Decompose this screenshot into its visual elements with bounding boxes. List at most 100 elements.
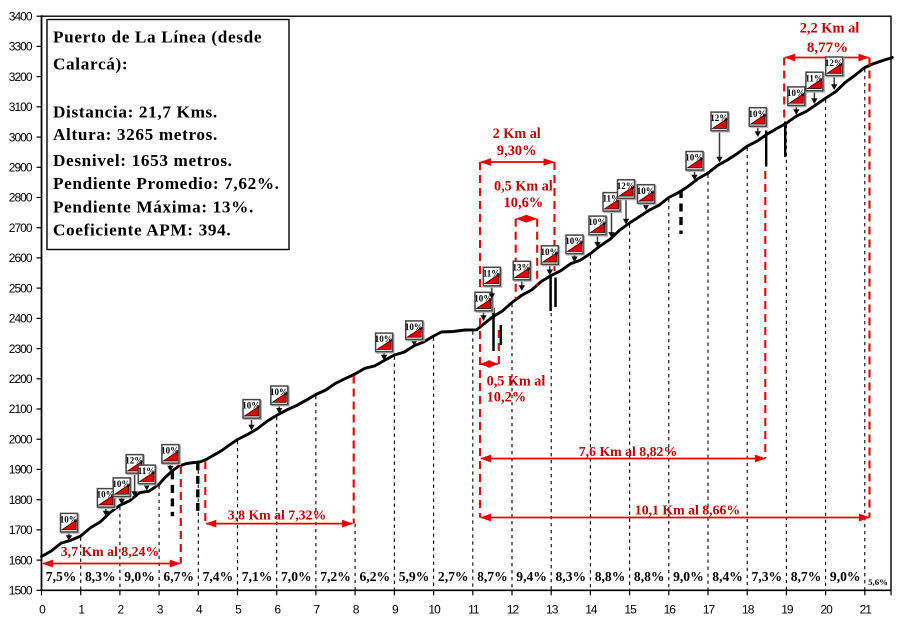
svg-text:16: 16 [664, 603, 677, 617]
svg-text:Pendiente Promedio: 7,62%.: Pendiente Promedio: 7,62%. [53, 174, 280, 193]
svg-text:10%: 10% [588, 217, 606, 227]
svg-text:10%: 10% [405, 322, 423, 332]
svg-text:19: 19 [781, 603, 794, 617]
svg-text:9,0%: 9,0% [124, 569, 155, 584]
svg-text:Calarcá):: Calarcá): [53, 55, 128, 74]
svg-text:11: 11 [468, 603, 480, 617]
svg-text:12%: 12% [710, 113, 728, 123]
svg-text:9,0%: 9,0% [830, 569, 861, 584]
svg-text:2 Km al: 2 Km al [493, 126, 541, 142]
svg-text:2,2 Km al: 2,2 Km al [800, 20, 860, 36]
svg-text:3400: 3400 [9, 9, 33, 23]
svg-text:10%: 10% [270, 387, 288, 397]
svg-text:9: 9 [392, 603, 399, 617]
svg-text:3,7 Km al 8,24%: 3,7 Km al 8,24% [61, 544, 160, 559]
svg-text:11%: 11% [602, 194, 620, 204]
svg-text:10%: 10% [112, 479, 130, 489]
svg-text:10,2%: 10,2% [487, 390, 527, 406]
svg-text:13%: 13% [513, 262, 531, 272]
svg-text:3100: 3100 [9, 100, 33, 114]
svg-text:2800: 2800 [9, 191, 33, 205]
svg-text:1500: 1500 [9, 584, 33, 598]
svg-text:3200: 3200 [9, 70, 33, 84]
svg-text:3,8 Km al 7,32%: 3,8 Km al 7,32% [228, 507, 327, 522]
svg-text:8: 8 [353, 603, 360, 617]
svg-text:14: 14 [585, 603, 598, 617]
svg-text:10%: 10% [749, 109, 767, 119]
svg-text:5,6%: 5,6% [868, 577, 888, 587]
svg-text:2000: 2000 [9, 432, 33, 446]
svg-text:7,6 Km al 8,82%: 7,6 Km al 8,82% [579, 444, 678, 459]
svg-text:8,77%: 8,77% [807, 40, 848, 56]
svg-text:8,8%: 8,8% [595, 569, 626, 584]
svg-text:10%: 10% [474, 293, 492, 303]
svg-text:5: 5 [235, 603, 242, 617]
svg-text:3000: 3000 [9, 130, 33, 144]
svg-text:7,2%: 7,2% [320, 569, 351, 584]
svg-text:Pendiente Máxima: 13%.: Pendiente Máxima: 13%. [53, 198, 254, 217]
svg-text:10%: 10% [161, 446, 179, 456]
svg-text:2600: 2600 [9, 251, 33, 265]
svg-text:9,30%: 9,30% [497, 143, 537, 159]
svg-text:0,5 Km al: 0,5 Km al [487, 373, 546, 389]
svg-text:17: 17 [703, 603, 716, 617]
svg-text:2300: 2300 [9, 342, 33, 356]
svg-text:15: 15 [624, 603, 637, 617]
svg-text:8,7%: 8,7% [791, 569, 822, 584]
svg-text:1800: 1800 [9, 493, 33, 507]
svg-text:1700: 1700 [9, 523, 33, 537]
svg-text:7,0%: 7,0% [281, 569, 312, 584]
svg-text:5,9%: 5,9% [399, 569, 430, 584]
svg-text:7: 7 [314, 603, 321, 617]
svg-text:10%: 10% [787, 88, 805, 98]
svg-text:4: 4 [196, 603, 203, 617]
svg-text:7,1%: 7,1% [242, 569, 273, 584]
svg-text:1900: 1900 [9, 463, 33, 477]
svg-text:10: 10 [428, 603, 441, 617]
svg-text:13: 13 [546, 603, 559, 617]
svg-text:Altura: 3265 metros.: Altura: 3265 metros. [53, 125, 218, 144]
svg-text:12%: 12% [825, 58, 843, 68]
svg-text:0,5 Km al: 0,5 Km al [494, 178, 553, 194]
svg-text:8,7%: 8,7% [477, 569, 508, 584]
svg-text:8,8%: 8,8% [634, 569, 665, 584]
svg-text:6: 6 [274, 603, 281, 617]
svg-text:6,7%: 6,7% [163, 569, 194, 584]
svg-text:7,5%: 7,5% [46, 569, 77, 584]
svg-text:Distancia: 21,7 Kms.: Distancia: 21,7 Kms. [53, 102, 218, 121]
svg-text:10%: 10% [637, 186, 655, 196]
svg-text:7,3%: 7,3% [752, 569, 783, 584]
svg-text:2,7%: 2,7% [438, 569, 469, 584]
svg-text:10%: 10% [60, 515, 78, 525]
svg-text:Puerto de La Línea (desde: Puerto de La Línea (desde [53, 28, 262, 47]
svg-text:2500: 2500 [9, 281, 33, 295]
svg-text:11%: 11% [805, 73, 823, 83]
svg-text:6,2%: 6,2% [360, 569, 391, 584]
svg-text:Desnivel: 1653 metros.: Desnivel: 1653 metros. [53, 151, 233, 170]
svg-text:10%: 10% [375, 334, 393, 344]
svg-text:10,6%: 10,6% [504, 195, 544, 211]
svg-text:2: 2 [118, 603, 125, 617]
svg-text:3300: 3300 [9, 40, 33, 54]
svg-text:10%: 10% [97, 490, 115, 500]
svg-text:21: 21 [860, 603, 873, 617]
svg-text:10%: 10% [565, 236, 583, 246]
svg-text:10%: 10% [685, 153, 703, 163]
svg-text:8,3%: 8,3% [556, 569, 587, 584]
svg-text:2700: 2700 [9, 221, 33, 235]
svg-text:7,4%: 7,4% [203, 569, 234, 584]
svg-text:3: 3 [157, 603, 164, 617]
svg-text:9,4%: 9,4% [516, 569, 547, 584]
svg-text:10%: 10% [242, 401, 260, 411]
svg-text:0: 0 [39, 603, 46, 617]
svg-text:9,0%: 9,0% [673, 569, 704, 584]
svg-text:Coeficiente APM: 394.: Coeficiente APM: 394. [53, 221, 231, 240]
svg-text:18: 18 [742, 603, 755, 617]
svg-text:1600: 1600 [9, 553, 33, 567]
svg-text:8,3%: 8,3% [85, 569, 116, 584]
svg-text:1: 1 [78, 603, 85, 617]
svg-text:20: 20 [820, 603, 833, 617]
svg-text:2400: 2400 [9, 312, 33, 326]
svg-text:8,4%: 8,4% [712, 569, 743, 584]
svg-text:11%: 11% [483, 268, 501, 278]
